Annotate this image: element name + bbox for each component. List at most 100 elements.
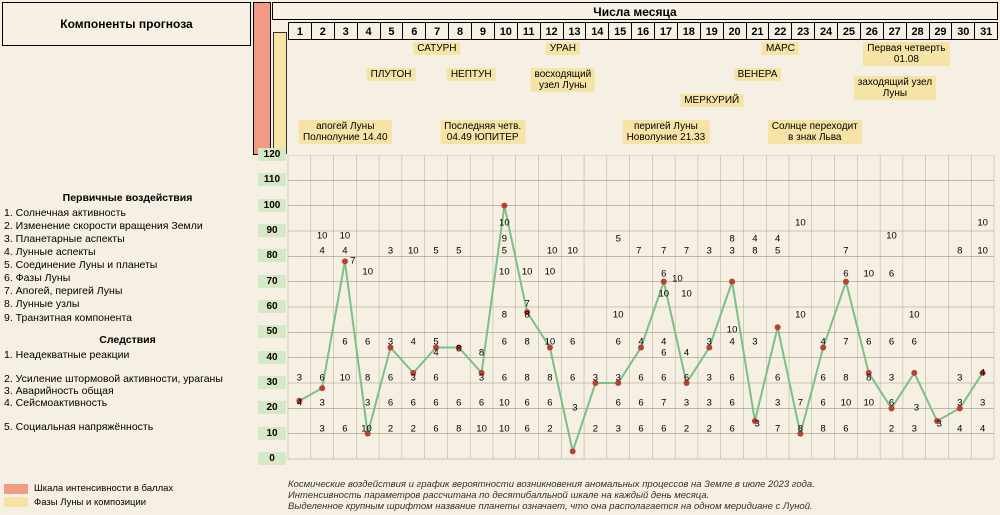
data-point-label: 3 <box>593 372 598 383</box>
row-label: 4. Сейсмоактивность <box>2 397 251 409</box>
day-cell: 1 <box>288 23 311 39</box>
data-point-label: 10 <box>795 218 806 229</box>
data-point-label: 4 <box>775 233 780 244</box>
data-point-label: 10 <box>476 423 487 434</box>
chart-annotation: перигей ЛуныНоволуние 21.33 <box>623 120 710 144</box>
day-cell: 26 <box>860 23 883 39</box>
data-point-label: 10 <box>658 289 669 300</box>
data-point-label: 10 <box>362 266 373 277</box>
data-point-label: 6 <box>524 398 529 409</box>
day-cell: 27 <box>883 23 906 39</box>
data-point-label: 6 <box>524 423 529 434</box>
day-cell: 11 <box>517 23 540 39</box>
legend: Шкала интенсивности в баллах Фазы Луны и… <box>4 482 173 509</box>
data-point-label: 10 <box>499 266 510 277</box>
data-point-label: 6 <box>616 337 621 348</box>
data-point-label: 8 <box>456 343 461 354</box>
data-point-label: 6 <box>729 372 734 383</box>
data-point-label: 3 <box>411 372 416 383</box>
data-point-label: 6 <box>433 423 438 434</box>
data-point-label: 6 <box>729 423 734 434</box>
data-point-label: 3 <box>616 423 621 434</box>
data-point-label: 7 <box>843 246 848 257</box>
data-point-label: 6 <box>433 372 438 383</box>
day-cell: 23 <box>791 23 814 39</box>
chart-annotation: МЕРКУРИЙ <box>680 94 743 107</box>
data-point-label: 2 <box>707 423 712 434</box>
data-point-label: 3 <box>707 337 712 348</box>
data-point-label: 2 <box>388 423 393 434</box>
data-point-label: 10 <box>681 289 692 300</box>
data-point-label: 8 <box>821 423 826 434</box>
data-point-label: 2 <box>547 423 552 434</box>
data-point-label: 4 <box>638 337 643 348</box>
data-point-label: 4 <box>980 367 985 378</box>
data-point-label: 5 <box>775 246 780 257</box>
data-point-label: 8 <box>524 337 529 348</box>
data-point-label: 6 <box>570 337 575 348</box>
day-cell: 5 <box>380 23 403 39</box>
data-point-label: 10 <box>863 398 874 409</box>
data-point-label: 6 <box>843 269 848 280</box>
data-point-label: 6 <box>456 398 461 409</box>
day-cell: 15 <box>608 23 631 39</box>
data-point-label: 3 <box>914 403 919 414</box>
data-point-label: 10 <box>317 231 328 242</box>
data-point-label: 6 <box>638 423 643 434</box>
chart-annotation: НЕПТУН <box>447 68 496 81</box>
legend-swatch-yellow <box>4 497 28 507</box>
data-point-label: 6 <box>388 398 393 409</box>
data-point-label: 4 <box>980 423 985 434</box>
data-point-label: 6 <box>365 337 370 348</box>
data-point-label: 8 <box>524 372 529 383</box>
days-row: 1234567891011121314151617181920212223242… <box>288 22 998 40</box>
data-point-label: 6 <box>775 372 780 383</box>
data-point-label: 4 <box>729 337 734 348</box>
data-point-label: 6 <box>889 269 894 280</box>
day-cell: 29 <box>929 23 952 39</box>
data-point-label: 10 <box>672 274 683 285</box>
data-point-label: 6 <box>889 398 894 409</box>
data-point-label: 9 <box>502 233 507 244</box>
chart-annotation: заходящий узелЛуны <box>854 76 936 100</box>
data-point-label: 2 <box>411 423 416 434</box>
data-point-label: 6 <box>342 337 347 348</box>
chart-annotation: Последняя четв.04.49 ЮПИТЕР <box>440 120 525 144</box>
data-point-label: 7 <box>684 246 689 257</box>
data-point-label: 10 <box>522 266 533 277</box>
day-cell: 7 <box>425 23 448 39</box>
data-point-label: 6 <box>661 269 666 280</box>
row-label: 4. Лунные аспекты <box>2 246 251 258</box>
data-point-label: 6 <box>388 372 393 383</box>
moon-phase-bar <box>273 32 287 154</box>
data-point-label: 2 <box>593 423 598 434</box>
annotations-area: САТУРНУРАНМАРСПервая четверть01.08ПЛУТОН… <box>288 42 998 152</box>
data-point-label: 4 <box>320 246 325 257</box>
data-point-label: 3 <box>707 246 712 257</box>
data-point-label: 4 <box>433 347 438 358</box>
data-point-label: 3 <box>912 423 917 434</box>
days-header: Числа месяца <box>272 2 998 20</box>
data-point-label: 10 <box>499 423 510 434</box>
day-cell: 4 <box>357 23 380 39</box>
data-point-label: 3 <box>980 398 985 409</box>
chart-annotation: Солнце переходитв знак Льва <box>768 120 862 144</box>
data-point-label: 10 <box>567 246 578 257</box>
data-point-label: 8 <box>798 423 803 434</box>
day-cell: 24 <box>814 23 837 39</box>
day-cell: 3 <box>334 23 357 39</box>
intensity-scale-bar <box>253 2 271 155</box>
day-cell: 10 <box>494 23 517 39</box>
data-point-label: 6 <box>570 372 575 383</box>
data-point-label: 6 <box>616 398 621 409</box>
data-point-label: 10 <box>977 246 988 257</box>
day-cell: 8 <box>448 23 471 39</box>
data-point-label: 6 <box>661 423 666 434</box>
footer-note: Космические воздействия и график вероятн… <box>288 480 998 513</box>
legend-moon-label: Фазы Луны и композиции <box>34 497 146 508</box>
data-point-label: 3 <box>479 372 484 383</box>
data-point-label: 7 <box>775 423 780 434</box>
data-point-label: 2 <box>684 423 689 434</box>
data-point-label: 10 <box>977 218 988 229</box>
day-cell: 9 <box>471 23 494 39</box>
